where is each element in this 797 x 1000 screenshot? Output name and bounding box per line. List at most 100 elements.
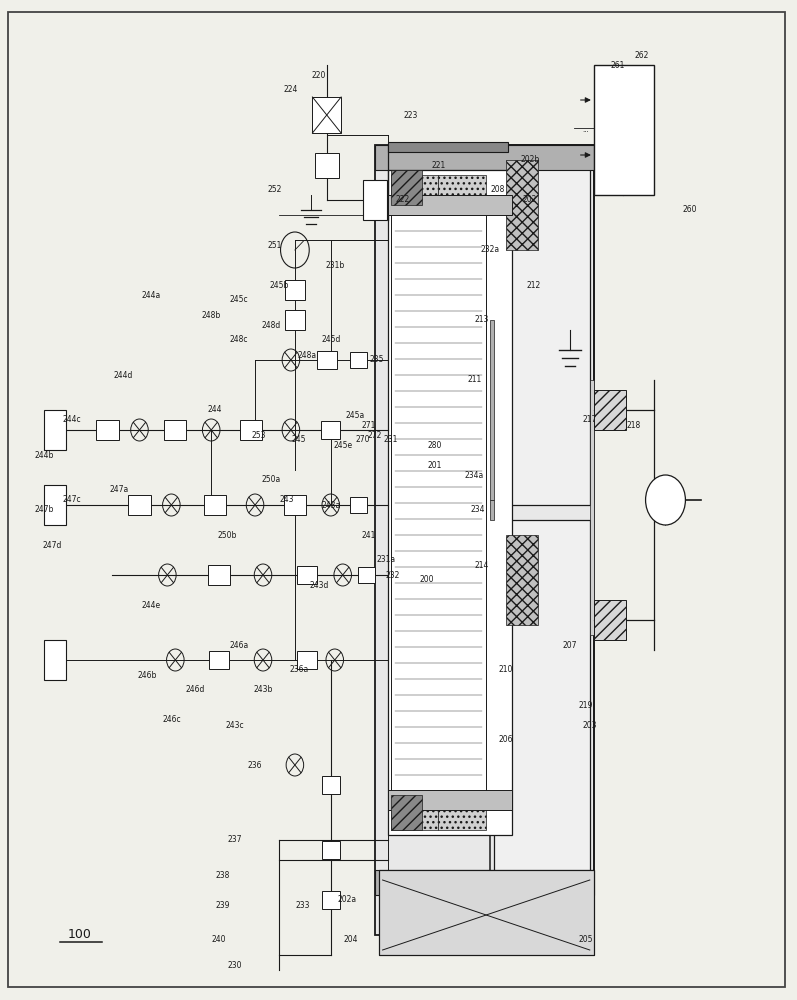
Text: 219: 219 — [579, 700, 593, 710]
Text: 206: 206 — [499, 736, 513, 744]
Bar — [379, 870, 594, 955]
Bar — [44, 485, 66, 525]
Bar — [506, 535, 538, 625]
Text: 223: 223 — [403, 110, 418, 119]
Text: 240: 240 — [212, 936, 226, 944]
Bar — [44, 410, 66, 450]
Text: 245c: 245c — [230, 296, 249, 304]
Text: 246a: 246a — [230, 641, 249, 650]
Text: 214: 214 — [475, 560, 489, 570]
Bar — [391, 170, 422, 205]
Bar — [490, 145, 594, 930]
Text: 243b: 243b — [253, 686, 273, 694]
Text: 248b: 248b — [202, 310, 221, 320]
Text: 237: 237 — [228, 836, 242, 844]
Bar — [315, 152, 339, 178]
Text: 203: 203 — [583, 720, 597, 730]
Bar — [388, 195, 512, 215]
Text: 245a: 245a — [345, 410, 364, 420]
Text: 248d: 248d — [261, 320, 281, 330]
Bar — [494, 145, 590, 505]
Text: 100: 100 — [68, 928, 92, 942]
Bar — [391, 795, 422, 830]
Text: 247c: 247c — [62, 495, 81, 504]
Bar — [388, 142, 508, 152]
Text: 262: 262 — [634, 50, 649, 60]
Bar — [285, 280, 304, 300]
Text: 222: 222 — [395, 196, 410, 205]
Text: 231b: 231b — [325, 260, 344, 269]
Text: 243c: 243c — [226, 720, 245, 730]
Text: 245e: 245e — [333, 440, 352, 450]
Text: 244c: 244c — [62, 416, 81, 424]
Text: 280: 280 — [427, 440, 442, 450]
Text: 201: 201 — [427, 460, 442, 470]
Circle shape — [646, 475, 685, 525]
Text: 271: 271 — [362, 420, 376, 430]
Text: 246b: 246b — [138, 670, 157, 680]
Text: 253: 253 — [252, 430, 266, 440]
Text: 221: 221 — [431, 160, 446, 169]
Text: 224: 224 — [284, 86, 298, 95]
Text: 245b: 245b — [269, 280, 289, 290]
Text: 232a: 232a — [481, 245, 500, 254]
Text: 212: 212 — [527, 280, 541, 290]
Bar — [240, 420, 262, 440]
Bar — [44, 640, 66, 680]
Text: 231: 231 — [383, 436, 398, 444]
Text: 202b: 202b — [520, 155, 540, 164]
Bar — [594, 600, 626, 640]
Text: 270: 270 — [355, 436, 370, 444]
Text: 213: 213 — [475, 316, 489, 324]
Text: 230: 230 — [228, 960, 242, 970]
Text: 246c: 246c — [162, 716, 181, 724]
Bar — [438, 175, 486, 830]
Text: 245: 245 — [292, 436, 306, 444]
Text: 246d: 246d — [186, 686, 205, 694]
Bar — [322, 891, 340, 909]
Bar — [316, 351, 336, 369]
Bar — [363, 180, 387, 220]
Text: 238: 238 — [216, 870, 230, 880]
Text: 234a: 234a — [465, 471, 484, 480]
Bar — [284, 495, 306, 515]
Bar — [375, 145, 594, 935]
Text: 247d: 247d — [42, 540, 61, 550]
Text: 235: 235 — [370, 356, 384, 364]
Text: 243d: 243d — [309, 580, 328, 589]
Bar — [296, 566, 316, 584]
Text: ...: ... — [583, 127, 589, 133]
Text: 205: 205 — [579, 936, 593, 944]
Text: 208: 208 — [491, 186, 505, 194]
Text: 241: 241 — [362, 530, 376, 540]
Bar — [388, 790, 512, 810]
Text: 245d: 245d — [321, 336, 340, 344]
Text: 210: 210 — [499, 666, 513, 674]
Bar — [379, 870, 594, 955]
Bar — [296, 651, 316, 669]
Text: 272: 272 — [367, 430, 382, 440]
Bar — [322, 841, 340, 859]
Text: 247b: 247b — [34, 506, 53, 514]
Bar — [209, 651, 230, 669]
Text: 243: 243 — [280, 495, 294, 504]
Bar — [594, 65, 654, 195]
Text: 204: 204 — [344, 936, 358, 944]
Bar — [590, 380, 594, 635]
Text: 207: 207 — [563, 641, 577, 650]
Bar — [490, 500, 494, 520]
Text: 244: 244 — [208, 406, 222, 414]
Bar — [312, 97, 341, 133]
Text: 200: 200 — [419, 576, 434, 584]
Text: 244b: 244b — [34, 450, 53, 460]
Bar — [391, 175, 438, 830]
Text: 217: 217 — [583, 416, 597, 424]
Bar — [358, 567, 375, 583]
Text: 220: 220 — [312, 70, 326, 80]
Bar — [285, 310, 304, 330]
Bar — [388, 170, 512, 835]
Bar — [494, 520, 590, 890]
Bar — [391, 210, 486, 795]
Text: 231a: 231a — [377, 556, 396, 564]
Text: 248a: 248a — [297, 351, 316, 360]
